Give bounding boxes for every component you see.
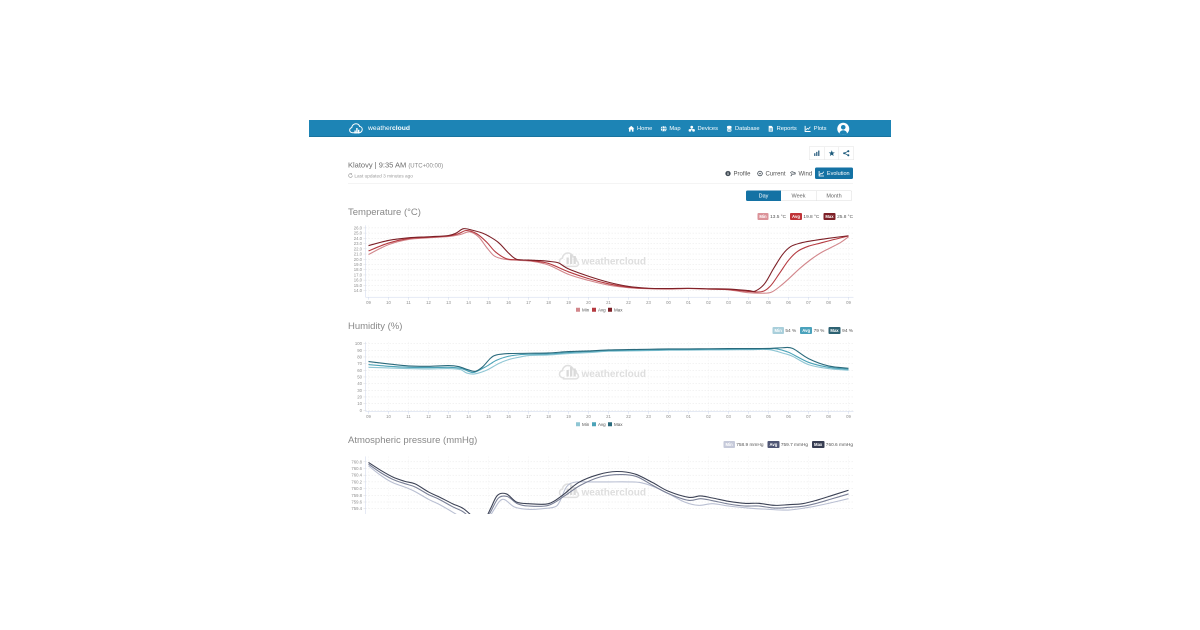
svg-text:Min: Min [582,422,590,427]
svg-text:50: 50 [357,374,362,379]
svg-text:23: 23 [646,300,651,305]
svg-text:60: 60 [357,368,362,373]
svg-text:weathercloud: weathercloud [581,488,646,499]
svg-text:07: 07 [806,300,811,305]
svg-text:09: 09 [846,414,851,419]
svg-text:22.0: 22.0 [354,246,363,251]
svg-text:12: 12 [426,414,431,419]
svg-text:03: 03 [726,300,731,305]
svg-text:04: 04 [746,414,751,419]
svg-text:100: 100 [355,341,363,346]
svg-text:21: 21 [606,414,611,419]
svg-text:20: 20 [357,394,362,399]
svg-text:13: 13 [446,300,451,305]
svg-text:09: 09 [366,414,371,419]
svg-text:760.4: 760.4 [351,473,362,478]
svg-text:08: 08 [826,414,831,419]
svg-text:16: 16 [506,414,511,419]
svg-text:22: 22 [626,414,631,419]
svg-text:05: 05 [766,414,771,419]
svg-text:80: 80 [357,354,362,359]
svg-text:760.2: 760.2 [351,479,362,484]
svg-text:13: 13 [446,414,451,419]
svg-text:17: 17 [526,300,531,305]
svg-text:18: 18 [546,414,551,419]
svg-text:weathercloud: weathercloud [581,369,646,380]
svg-text:02: 02 [706,414,711,419]
svg-text:30: 30 [357,388,362,393]
svg-text:06: 06 [786,300,791,305]
svg-text:25.0: 25.0 [354,231,363,236]
svg-text:00: 00 [666,414,671,419]
svg-text:21: 21 [606,300,611,305]
svg-text:06: 06 [786,414,791,419]
svg-text:16: 16 [506,300,511,305]
svg-text:21.0: 21.0 [354,252,363,257]
svg-text:90: 90 [357,348,362,353]
svg-text:19: 19 [566,300,571,305]
svg-text:08: 08 [826,300,831,305]
svg-text:07: 07 [806,414,811,419]
svg-text:Max: Max [614,422,623,427]
svg-text:01: 01 [686,414,691,419]
svg-text:14: 14 [466,300,471,305]
svg-text:10: 10 [386,414,391,419]
svg-text:18: 18 [546,300,551,305]
svg-text:759.8: 759.8 [351,493,362,498]
svg-text:20: 20 [586,300,591,305]
svg-text:02: 02 [706,300,711,305]
svg-text:14: 14 [466,414,471,419]
svg-text:12: 12 [426,300,431,305]
svg-text:760.8: 760.8 [351,459,362,464]
svg-text:760.6: 760.6 [351,466,362,471]
svg-text:40: 40 [357,381,362,386]
svg-text:15: 15 [486,414,491,419]
svg-text:04: 04 [746,300,751,305]
svg-text:23: 23 [646,414,651,419]
svg-text:22: 22 [626,300,631,305]
svg-text:Min: Min [582,308,590,313]
svg-text:14.0: 14.0 [354,288,363,293]
svg-text:20.0: 20.0 [354,257,363,262]
svg-text:759.6: 759.6 [351,500,362,505]
svg-text:24.0: 24.0 [354,236,363,241]
svg-text:17.0: 17.0 [354,272,363,277]
svg-text:17: 17 [526,414,531,419]
svg-text:26.0: 26.0 [354,225,363,230]
svg-text:0: 0 [360,408,363,413]
svg-text:05: 05 [766,300,771,305]
svg-text:70: 70 [357,361,362,366]
svg-text:Max: Max [614,308,623,313]
svg-text:09: 09 [366,300,371,305]
svg-text:15.0: 15.0 [354,283,363,288]
svg-text:20: 20 [586,414,591,419]
svg-text:19: 19 [566,414,571,419]
svg-text:00: 00 [666,300,671,305]
svg-text:11: 11 [406,300,411,305]
svg-text:weathercloud: weathercloud [581,257,646,268]
svg-text:23.0: 23.0 [354,241,363,246]
svg-text:19.0: 19.0 [354,262,363,267]
svg-text:10: 10 [386,300,391,305]
svg-text:01: 01 [686,300,691,305]
svg-text:11: 11 [406,414,411,419]
svg-text:09: 09 [846,300,851,305]
svg-text:03: 03 [726,414,731,419]
svg-text:15: 15 [486,300,491,305]
svg-text:759.4: 759.4 [351,506,362,511]
svg-text:760.0: 760.0 [351,486,362,491]
svg-text:18.0: 18.0 [354,267,363,272]
svg-text:Avg: Avg [598,308,606,313]
svg-text:Avg: Avg [598,422,606,427]
svg-text:16.0: 16.0 [354,278,363,283]
svg-text:10: 10 [357,401,362,406]
